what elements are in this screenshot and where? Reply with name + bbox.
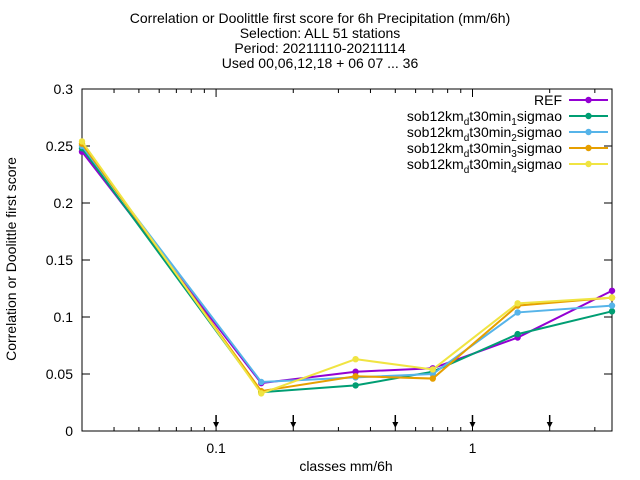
series-line bbox=[81, 140, 613, 395]
data-point bbox=[608, 302, 616, 309]
data-point bbox=[514, 309, 521, 316]
legend-marker bbox=[585, 128, 592, 136]
y-tick-label: 0.2 bbox=[54, 195, 74, 211]
chart-title: Correlation or Doolittle first score for… bbox=[129, 10, 511, 26]
x-tick-label: 0.1 bbox=[206, 440, 226, 456]
data-point bbox=[608, 308, 616, 315]
data-point bbox=[608, 294, 616, 301]
legend-marker bbox=[585, 160, 592, 168]
legend-label: sob12kmdt30min1sigmao bbox=[407, 108, 562, 128]
data-point bbox=[258, 378, 265, 386]
x-tick-label: 1 bbox=[469, 440, 477, 456]
chart-subtitle-period: Period: 20211110-20211114 bbox=[234, 40, 406, 56]
class-marker-arrow bbox=[213, 422, 220, 428]
data-point bbox=[429, 375, 436, 382]
class-marker-arrow bbox=[290, 422, 297, 428]
x-axis-label: classes mm/6h bbox=[299, 458, 392, 474]
legend-marker bbox=[585, 96, 592, 104]
series-line bbox=[81, 143, 613, 393]
y-tick-label: 0.1 bbox=[54, 309, 74, 325]
legend-label: sob12kmdt30min4sigmao bbox=[407, 156, 562, 176]
legend-label: sob12kmdt30min3sigmao bbox=[407, 140, 562, 160]
data-point bbox=[78, 138, 86, 145]
y-tick-label: 0.05 bbox=[46, 366, 73, 382]
chart-axes: 0 0.05 0.1 0.15 0.2 0.25 0.3 0.1 1 bbox=[46, 81, 613, 456]
legend-marker bbox=[585, 144, 592, 152]
data-point bbox=[429, 366, 436, 373]
data-point bbox=[352, 373, 359, 380]
class-marker-arrow bbox=[546, 422, 553, 428]
data-point bbox=[258, 390, 265, 397]
data-point bbox=[429, 370, 436, 378]
chart-legend: REFsob12kmdt30min1sigmaosob12kmdt30min2s… bbox=[407, 92, 608, 176]
series-line bbox=[81, 151, 613, 385]
legend-label: REF bbox=[534, 92, 562, 108]
class-marker-arrow bbox=[392, 422, 399, 428]
data-point bbox=[514, 330, 521, 338]
chart-subtitle-used: Used 00,06,12,18 + 06 07 ... 36 bbox=[221, 55, 419, 71]
y-tick-label: 0.3 bbox=[54, 81, 74, 97]
legend-label: sob12kmdt30min2sigmao bbox=[407, 124, 562, 144]
data-point bbox=[352, 382, 359, 389]
y-tick-label: 0 bbox=[65, 423, 73, 439]
data-point bbox=[352, 355, 359, 363]
y-axis-label: Correlation or Doolittle first score bbox=[3, 157, 19, 361]
y-tick-label: 0.15 bbox=[46, 252, 73, 268]
chart-subtitle-selection: Selection: ALL 51 stations bbox=[239, 25, 401, 41]
series-line bbox=[81, 147, 613, 394]
chart-marks bbox=[78, 138, 616, 397]
data-point bbox=[608, 287, 616, 294]
legend-marker bbox=[585, 112, 592, 120]
class-marker-arrow bbox=[469, 422, 476, 428]
y-tick-label: 0.25 bbox=[46, 138, 73, 154]
data-point bbox=[352, 368, 359, 375]
series-line bbox=[81, 145, 613, 384]
data-point bbox=[514, 300, 521, 307]
